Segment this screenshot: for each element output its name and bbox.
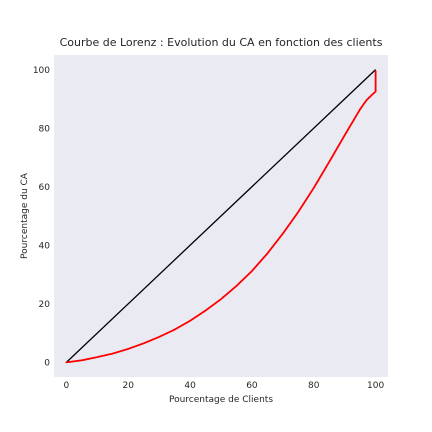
y-tick-label: 0 bbox=[44, 359, 50, 369]
lorenz-curve bbox=[65, 70, 377, 364]
x-tick-label: 80 bbox=[308, 381, 320, 391]
chart-marks bbox=[65, 69, 377, 364]
y-tick-label: 80 bbox=[39, 124, 51, 134]
equality-line bbox=[65, 69, 377, 363]
curve-point bbox=[374, 70, 377, 72]
x-axis-label: Pourcentage de Clients bbox=[169, 395, 273, 405]
x-axis-ticks: 0 20 40 60 80 100 bbox=[64, 381, 385, 391]
y-axis-ticks: 0 20 40 60 80 100 bbox=[33, 66, 50, 369]
y-tick-label: 20 bbox=[39, 300, 51, 310]
x-tick-label: 100 bbox=[367, 381, 384, 391]
y-axis-label: Pourcentage du CA bbox=[20, 172, 30, 259]
y-tick-label: 60 bbox=[39, 183, 51, 193]
chart-title: Courbe de Lorenz : Evolution du CA en fo… bbox=[60, 36, 383, 49]
x-tick-label: 0 bbox=[64, 381, 70, 391]
x-tick-label: 60 bbox=[246, 381, 258, 391]
y-tick-label: 40 bbox=[39, 241, 51, 251]
x-tick-label: 20 bbox=[122, 381, 134, 391]
x-tick-label: 40 bbox=[184, 381, 196, 391]
y-tick-label: 100 bbox=[33, 66, 50, 76]
